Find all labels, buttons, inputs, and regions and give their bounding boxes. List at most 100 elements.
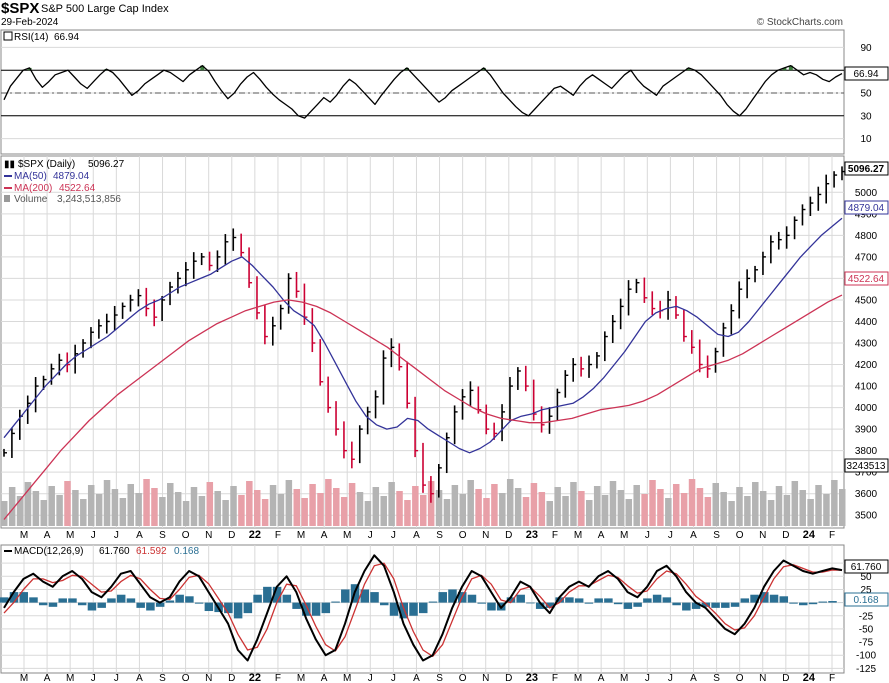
volume-legend-label: Volume [14,194,48,205]
volume-bar [633,485,640,526]
macd-x-tick-label: F [275,673,281,683]
rsi-panel: 9070503010 RSI(14) 66.94 66.94 [0,29,889,155]
volume-bar [420,495,427,526]
volume-bar [230,486,237,526]
rsi-overbought-fill [200,65,205,71]
macd-badges: 61.760 0.168 [844,559,889,607]
ma200-badge: 4522.64 [848,274,885,285]
macd-histogram-bar [428,601,438,603]
rsi-line [3,64,843,119]
price-tick-label: 4300 [855,339,878,350]
volume-bar [32,491,40,526]
price-x-tick-label: A [413,530,420,541]
volume-bar [839,489,846,526]
chart-date: 29-Feb-2024 [1,17,59,28]
macd-x-tick-label: A [321,673,328,683]
volume-bar [8,487,16,526]
macd-histogram-bar [29,597,38,603]
price-x-tick-label: O [736,530,744,541]
macd-x-tick-label: M [574,673,582,683]
volume-bar [246,481,253,526]
volume-bar [657,489,664,526]
volume-bar [641,494,648,526]
macd-histogram-bar [730,602,740,607]
volume-bar [649,480,656,526]
price-x-tick-label: A [136,530,143,541]
volume-bar [364,501,372,526]
macd-histogram-bar [9,592,19,603]
volume-bar [799,490,806,526]
rsi-value-badge: 66.94 [844,66,889,81]
macd-histogram-bar [565,597,574,603]
volume-bar [601,495,609,526]
price-tick-label: 5000 [855,188,878,199]
price-x-tick-label: D [228,530,235,541]
volume-bar [380,496,387,526]
macd-tick-label: -75 [859,638,874,649]
macd-histogram-bar [535,602,545,609]
price-x-tick-label: A [321,530,328,541]
macd-histogram-bar [175,594,184,603]
price-tick-label: 3600 [855,489,878,500]
macd-histogram-bar [506,597,516,603]
volume-bar [759,491,767,526]
volume-bar [736,487,743,526]
macd-x-tick-label: M [343,673,351,683]
price-x-tick-label: N [482,530,489,541]
macd-x-tick-label: J [391,673,396,683]
index-name: S&P 500 Large Cap Index [41,3,169,15]
macd-x-tick-label: J [645,673,650,683]
macd-histogram-bar [740,598,750,603]
macd-histogram-bar [38,602,48,606]
volume-bar [333,488,340,526]
volume-legend-value: 3,243,513,856 [57,194,121,205]
price-x-tick-label: N [759,530,766,541]
volume-bar [24,482,32,526]
macd-x-tick-label: S [436,673,443,683]
macd-signal-line [3,562,843,657]
macd-histogram-bar [360,589,370,603]
macd-histogram-bar [253,594,262,603]
macd-histogram-bar [146,602,155,611]
ma50-legend-label: MA(50) [14,171,47,182]
price-x-tick-label: O [459,530,467,541]
last-price-badge: 5096.27 [848,164,885,175]
price-tick-label: 4500 [855,295,878,306]
macd-histogram-bar [613,602,623,605]
volume-bar [356,492,364,526]
macd-histogram-bar [789,602,798,604]
macd-histogram-bar [545,602,555,608]
rsi-tick-label: 50 [860,89,872,100]
macd-histogram-bar [604,598,613,603]
price-tick-label: 3800 [855,446,878,457]
macd-histogram-bar [155,602,165,607]
ma200-legend-label: MA(200) [14,183,52,194]
macd-histogram-bar [808,602,818,605]
volume-bar [285,480,293,526]
volume-bar [435,490,443,526]
volume-bar [752,482,759,526]
macd-x-tick-label: D [505,673,512,683]
volume-bar [206,482,214,526]
volume-bar [720,492,727,526]
rsi-tick-label: 10 [860,134,872,145]
price-x-tick-label: 23 [526,529,538,541]
volume-bar [443,499,451,526]
price-x-tick-label: F [275,530,281,541]
macd-histogram-bar [516,594,525,603]
macd-x-tick-label: A [598,673,605,683]
price-x-tick-label: S [713,530,720,541]
macd-panel: 7550250-25-50-75-100-125 MAMJJASOND22FMA… [0,544,889,683]
price-x-tick-label: O [182,530,190,541]
volume-bar [586,500,593,526]
macd-histogram-bar [48,602,58,607]
macd-x-tick-label: 22 [249,672,261,683]
macd-x-tick-label: N [759,673,766,683]
volume-bar [427,481,435,526]
ma50-line [3,217,843,454]
volume-bar [404,500,411,526]
volume-bar [823,494,830,526]
macd-histogram-bar [779,596,789,603]
macd-histogram-bar [574,598,584,603]
price-x-tick-label: J [391,530,396,541]
